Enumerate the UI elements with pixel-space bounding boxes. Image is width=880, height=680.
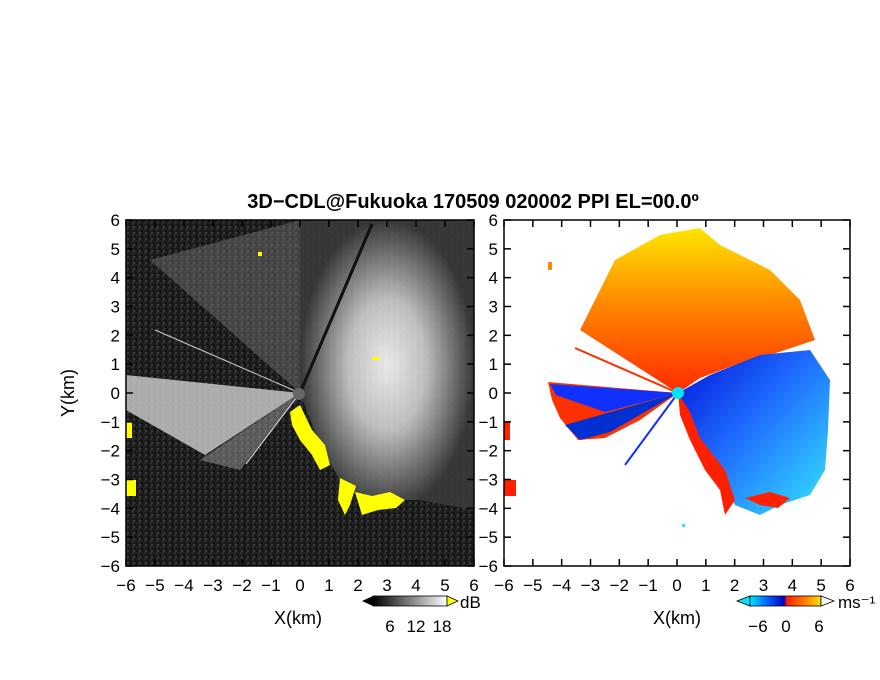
velocity-xlabel: X(km) bbox=[653, 608, 701, 628]
y-tick-label: 5 bbox=[111, 240, 120, 259]
y-tick-label: 4 bbox=[489, 269, 498, 288]
x-tick-label: 4 bbox=[411, 576, 420, 595]
y-tick-label: −4 bbox=[101, 499, 120, 518]
x-tick-label: 5 bbox=[816, 576, 825, 595]
x-tick-label: 2 bbox=[730, 576, 739, 595]
x-tick-label: −2 bbox=[610, 576, 629, 595]
x-tick-label: −3 bbox=[203, 576, 222, 595]
x-tick-label: 1 bbox=[701, 576, 710, 595]
y-tick-label: −3 bbox=[479, 471, 498, 490]
y-tick-label: −2 bbox=[479, 442, 498, 461]
velocity-colorbar: ms⁻¹ −6 0 6 bbox=[735, 593, 876, 636]
y-tick-label: 2 bbox=[489, 326, 498, 345]
y-tick-label: 3 bbox=[111, 298, 120, 317]
x-tick-label: 3 bbox=[382, 576, 391, 595]
x-tick-label: 6 bbox=[845, 576, 854, 595]
x-tick-label: 1 bbox=[324, 576, 333, 595]
x-tick-label: 5 bbox=[440, 576, 449, 595]
y-tick-label: 0 bbox=[111, 384, 120, 403]
y-tick-label: −5 bbox=[101, 528, 120, 547]
y-tick-label: −1 bbox=[101, 413, 120, 432]
reflectivity-xlabel: X(km) bbox=[274, 608, 322, 628]
y-tick-label: −5 bbox=[479, 528, 498, 547]
y-tick-label: −2 bbox=[101, 442, 120, 461]
velocity-image bbox=[504, 220, 850, 566]
reflectivity-colorbar-tick: 6 bbox=[385, 617, 394, 636]
x-tick-label: −4 bbox=[174, 576, 193, 595]
x-tick-label: 2 bbox=[353, 576, 362, 595]
y-tick-label: 3 bbox=[489, 298, 498, 317]
velocity-colorbar-tick: 0 bbox=[781, 617, 790, 636]
y-tick-label: 1 bbox=[111, 355, 120, 374]
y-tick-label: −3 bbox=[101, 471, 120, 490]
reflectivity-colorbar-unit: dB bbox=[460, 593, 481, 612]
clutter-overlay bbox=[126, 252, 405, 515]
velocity-colorbar-tick: 6 bbox=[814, 617, 823, 636]
y-tick-label: 1 bbox=[489, 355, 498, 374]
x-tick-label: −6 bbox=[494, 576, 513, 595]
reflectivity-ylabel: Y(km) bbox=[58, 369, 78, 417]
x-tick-label: 6 bbox=[469, 576, 478, 595]
reflectivity-colorbar: dB 6 12 18 bbox=[362, 593, 481, 636]
velocity-colorbar-unit: ms⁻¹ bbox=[838, 593, 876, 612]
y-tick-label: −6 bbox=[479, 557, 498, 576]
x-tick-label: −6 bbox=[116, 576, 135, 595]
y-tick-label: −6 bbox=[101, 557, 120, 576]
reflectivity-axes: −6 −5 −4 −3 −2 −1 0 1 2 3 4 5 6 −6 −5 −4 −3 −2 −1 0 1 2 3 4 5 6 bbox=[101, 211, 479, 595]
y-tick-label: 6 bbox=[489, 211, 498, 230]
x-tick-label: −4 bbox=[552, 576, 571, 595]
y-tick-label: 6 bbox=[111, 211, 120, 230]
y-tick-label: 5 bbox=[489, 240, 498, 259]
reflectivity-colorbar-tick: 18 bbox=[433, 617, 452, 636]
y-tick-label: 2 bbox=[111, 326, 120, 345]
x-tick-label: −1 bbox=[261, 576, 280, 595]
x-tick-label: −1 bbox=[638, 576, 657, 595]
x-tick-label: 0 bbox=[672, 576, 681, 595]
y-tick-label: −1 bbox=[479, 413, 498, 432]
y-tick-label: 4 bbox=[111, 269, 120, 288]
x-tick-label: −2 bbox=[232, 576, 251, 595]
x-tick-label: −5 bbox=[145, 576, 164, 595]
x-tick-label: 4 bbox=[788, 576, 797, 595]
reflectivity-colorbar-tick: 12 bbox=[407, 617, 426, 636]
x-tick-label: −3 bbox=[581, 576, 600, 595]
velocity-colorbar-tick: −6 bbox=[748, 617, 767, 636]
x-tick-label: −5 bbox=[523, 576, 542, 595]
x-tick-label: 3 bbox=[759, 576, 768, 595]
y-tick-label: 0 bbox=[489, 384, 498, 403]
x-tick-label: 0 bbox=[295, 576, 304, 595]
y-tick-label: −4 bbox=[479, 499, 498, 518]
reflectivity-image bbox=[126, 220, 474, 566]
chart-title: 3D−CDL@Fukuoka 170509 020002 PPI EL=00.0… bbox=[247, 191, 699, 213]
